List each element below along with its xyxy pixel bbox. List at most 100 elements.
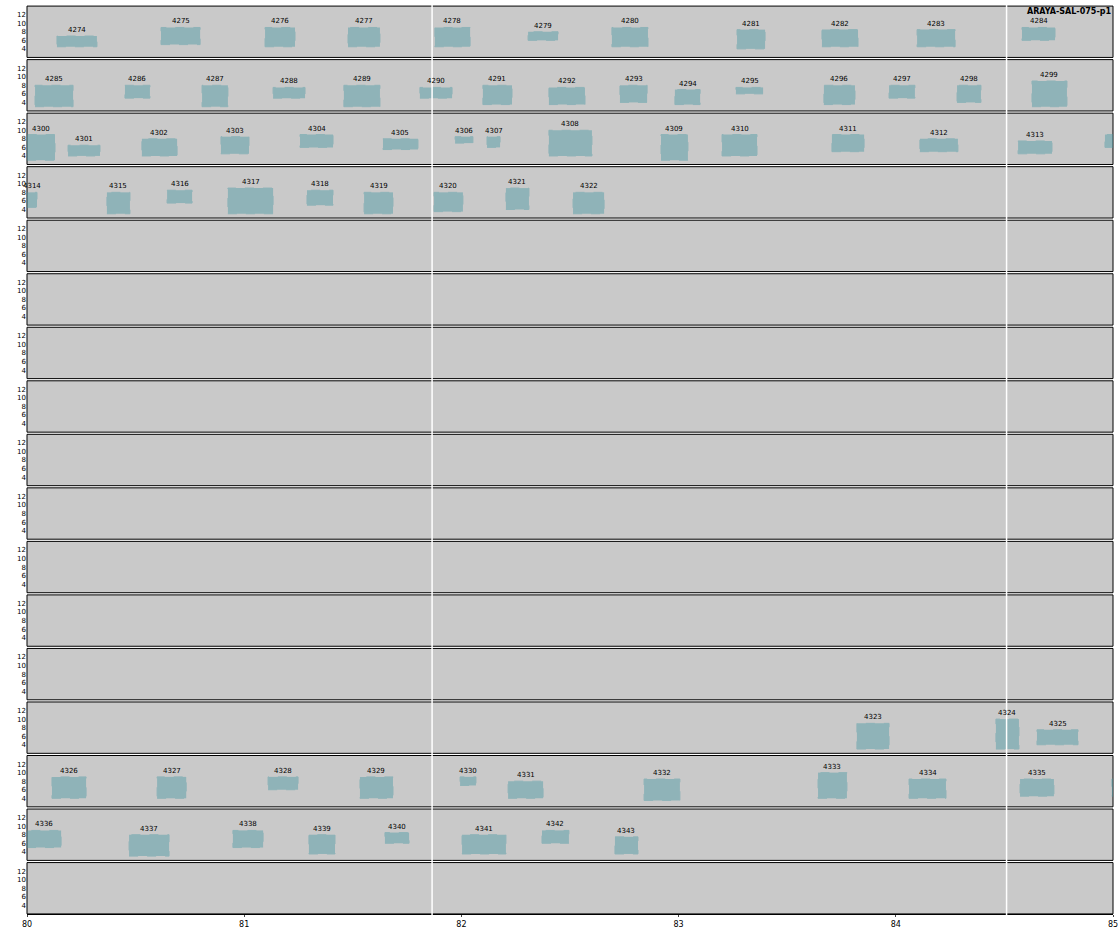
svg-text:4: 4: [22, 313, 27, 321]
svg-text:4319: 4319: [370, 182, 388, 190]
svg-text:6: 6: [22, 197, 27, 205]
svg-text:4303: 4303: [226, 127, 244, 135]
svg-text:4: 4: [22, 474, 27, 482]
svg-text:6: 6: [22, 626, 27, 634]
svg-text:4: 4: [22, 99, 27, 107]
svg-text:8: 8: [22, 242, 26, 250]
svg-text:8: 8: [22, 885, 26, 893]
svg-text:4: 4: [22, 634, 27, 642]
svg-text:12: 12: [17, 546, 26, 554]
svg-text:6: 6: [22, 465, 27, 473]
svg-text:10: 10: [17, 608, 26, 616]
svg-text:12: 12: [17, 225, 26, 233]
svg-text:4275: 4275: [172, 17, 190, 25]
svg-text:4302: 4302: [150, 129, 168, 137]
svg-text:4: 4: [22, 259, 27, 267]
svg-text:4328: 4328: [274, 767, 292, 775]
svg-text:4283: 4283: [927, 20, 945, 28]
svg-text:4: 4: [22, 527, 27, 535]
svg-text:10: 10: [17, 20, 26, 28]
svg-text:6: 6: [22, 733, 27, 741]
svg-text:8: 8: [22, 28, 26, 36]
svg-text:4289: 4289: [353, 75, 371, 83]
svg-text:8: 8: [22, 189, 26, 197]
svg-text:4340: 4340: [388, 823, 406, 831]
svg-text:10: 10: [17, 501, 26, 509]
svg-text:4274: 4274: [68, 26, 86, 34]
svg-text:4291: 4291: [488, 75, 506, 83]
svg-text:10: 10: [17, 180, 26, 188]
svg-text:6: 6: [22, 519, 27, 527]
svg-text:4300: 4300: [32, 125, 50, 133]
svg-text:4: 4: [22, 420, 27, 428]
svg-text:6: 6: [22, 411, 27, 419]
svg-text:10: 10: [17, 127, 26, 135]
svg-text:8: 8: [22, 296, 26, 304]
svg-text:4324: 4324: [998, 709, 1016, 717]
svg-text:6: 6: [22, 251, 27, 259]
svg-text:4339: 4339: [313, 825, 331, 833]
svg-text:4333: 4333: [823, 763, 841, 771]
svg-text:4343: 4343: [617, 827, 635, 835]
svg-text:85: 85: [1108, 920, 1118, 929]
svg-text:8: 8: [22, 831, 26, 839]
svg-text:10: 10: [17, 234, 26, 242]
svg-text:4294: 4294: [679, 80, 697, 88]
svg-text:4: 4: [22, 902, 27, 910]
svg-text:4287: 4287: [206, 75, 224, 83]
svg-text:4288: 4288: [280, 77, 298, 85]
svg-text:4331: 4331: [517, 771, 535, 779]
svg-text:12: 12: [17, 65, 26, 73]
svg-text:10: 10: [17, 716, 26, 724]
svg-text:12: 12: [17, 279, 26, 287]
svg-text:4: 4: [22, 206, 27, 214]
svg-text:4308: 4308: [561, 120, 579, 128]
svg-text:6: 6: [22, 572, 27, 580]
svg-text:4342: 4342: [546, 820, 564, 828]
svg-text:4325: 4325: [1049, 720, 1067, 728]
svg-text:4320: 4320: [439, 182, 457, 190]
svg-text:6: 6: [22, 786, 27, 794]
svg-text:4295: 4295: [741, 77, 759, 85]
svg-text:4290: 4290: [427, 77, 445, 85]
svg-text:4299: 4299: [1040, 71, 1058, 79]
svg-text:6: 6: [22, 358, 27, 366]
svg-text:4304: 4304: [308, 125, 326, 133]
svg-text:10: 10: [17, 394, 26, 402]
svg-text:12: 12: [17, 11, 26, 19]
svg-text:4322: 4322: [580, 182, 598, 190]
svg-text:12: 12: [17, 118, 26, 126]
svg-text:4: 4: [22, 795, 27, 803]
svg-text:4309: 4309: [665, 125, 683, 133]
svg-text:6: 6: [22, 90, 27, 98]
svg-text:10: 10: [17, 73, 26, 81]
svg-text:4321: 4321: [508, 178, 526, 186]
svg-text:ARAYA-SAL-075-p1: ARAYA-SAL-075-p1: [1027, 7, 1111, 16]
svg-text:4: 4: [22, 367, 27, 375]
svg-text:4286: 4286: [128, 75, 146, 83]
svg-text:8: 8: [22, 349, 26, 357]
svg-text:4292: 4292: [558, 77, 576, 85]
svg-text:12: 12: [17, 172, 26, 180]
svg-text:4277: 4277: [355, 17, 373, 25]
svg-text:8: 8: [22, 135, 26, 143]
svg-text:10: 10: [17, 341, 26, 349]
svg-text:80: 80: [22, 920, 32, 929]
svg-text:6: 6: [22, 893, 27, 901]
svg-text:4: 4: [22, 688, 27, 696]
svg-text:12: 12: [17, 653, 26, 661]
svg-text:8: 8: [22, 510, 26, 518]
svg-text:8: 8: [22, 724, 26, 732]
svg-text:4282: 4282: [831, 20, 849, 28]
svg-text:6: 6: [22, 37, 27, 45]
svg-text:10: 10: [17, 448, 26, 456]
svg-text:4: 4: [22, 45, 27, 53]
svg-text:4297: 4297: [893, 75, 911, 83]
svg-text:4280: 4280: [621, 17, 639, 25]
svg-text:4296: 4296: [830, 75, 848, 83]
svg-text:8: 8: [22, 778, 26, 786]
svg-text:4312: 4312: [930, 129, 948, 137]
svg-text:4298: 4298: [960, 75, 978, 83]
svg-text:4337: 4337: [140, 825, 158, 833]
svg-text:4293: 4293: [625, 75, 643, 83]
